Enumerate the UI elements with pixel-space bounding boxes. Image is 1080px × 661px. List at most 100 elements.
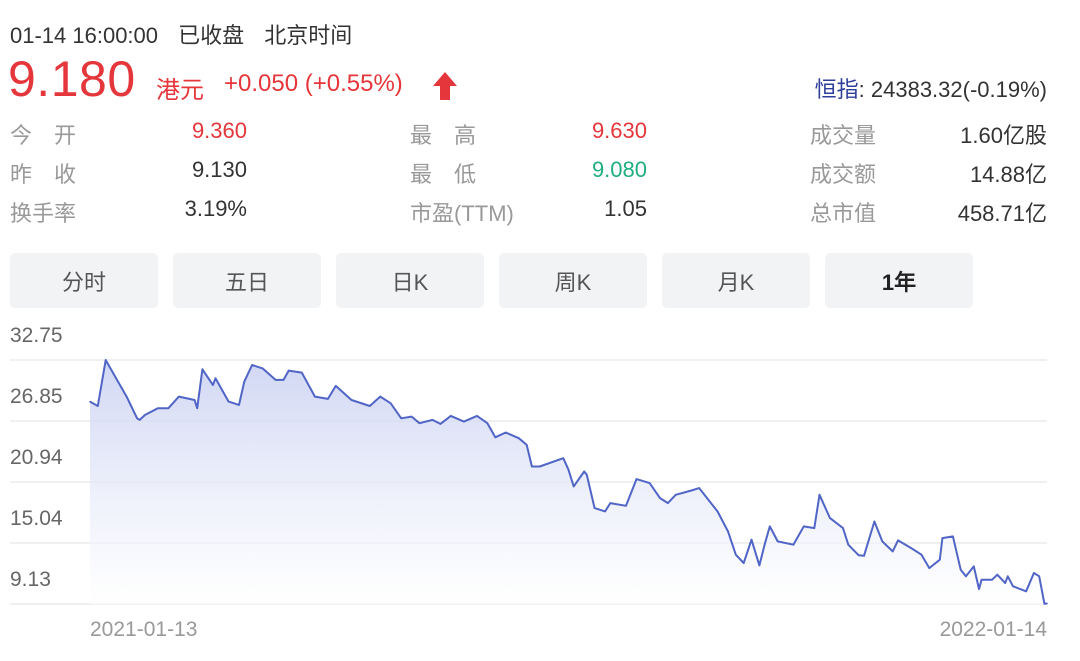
data-point <box>716 510 719 513</box>
index-label[interactable]: 恒指 <box>814 77 859 102</box>
data-point <box>567 469 570 471</box>
stat-label: 最 低 <box>410 162 477 187</box>
data-point <box>593 507 596 509</box>
stat-label: 昨 收 <box>10 162 77 187</box>
data-point <box>261 367 264 370</box>
data-point <box>897 539 899 542</box>
data-point <box>193 399 196 401</box>
data-point <box>227 400 230 403</box>
stat-label: 总市值 <box>810 201 877 226</box>
current-price: 9.180 <box>8 51 136 107</box>
data-point <box>813 527 816 529</box>
data-point <box>282 379 285 381</box>
data-point <box>972 565 975 568</box>
data-point <box>494 436 497 439</box>
data-point <box>609 502 612 504</box>
tab-1[interactable]: 五日 <box>173 253 321 308</box>
data-point <box>379 395 382 398</box>
tab-2[interactable]: 日K <box>336 253 484 308</box>
y-tick-label: 20.94 <box>10 446 63 469</box>
data-point <box>742 562 745 564</box>
price-line <box>89 359 1048 605</box>
data-point <box>389 402 392 405</box>
tab-3[interactable]: 周K <box>499 253 647 308</box>
hang-seng-index[interactable]: 恒指: 24383.32(-0.19%) <box>815 72 1047 104</box>
data-point <box>350 399 353 401</box>
timezone-label: 北京时间 <box>264 23 353 48</box>
tab-4[interactable]: 月K <box>662 253 810 308</box>
data-point <box>938 558 941 561</box>
data-point <box>400 417 402 420</box>
data-point <box>104 359 107 361</box>
data-point <box>1046 602 1048 605</box>
data-point <box>727 530 729 533</box>
y-tick-label: 9.13 <box>10 568 51 591</box>
data-point <box>562 457 565 460</box>
data-point <box>803 525 805 528</box>
data-point <box>476 415 478 417</box>
data-point <box>980 578 983 581</box>
data-point <box>991 578 993 581</box>
data-point <box>463 420 465 423</box>
price-chart <box>10 359 1048 605</box>
price-change: +0.050 (+0.55%) <box>224 70 403 97</box>
data-point <box>583 470 585 473</box>
data-point <box>410 415 413 418</box>
data-point <box>97 405 99 407</box>
index-value: : 24383.32(-0.19%) <box>858 77 1047 102</box>
data-point <box>274 379 277 381</box>
tab-0[interactable]: 分时 <box>10 253 158 308</box>
stat-value: 3.19% <box>184 196 247 221</box>
currency-label: 港元 <box>156 77 204 104</box>
data-point <box>1006 575 1009 578</box>
data-point <box>201 368 204 371</box>
tab-5[interactable]: 1年 <box>825 253 973 308</box>
data-point <box>450 415 452 417</box>
data-point <box>167 407 170 410</box>
data-point <box>667 502 669 504</box>
data-point <box>625 504 627 507</box>
data-point <box>758 564 761 567</box>
data-point <box>525 444 528 446</box>
data-point <box>842 527 844 529</box>
data-point <box>1043 602 1046 605</box>
data-point <box>776 540 779 543</box>
data-point <box>531 465 533 468</box>
data-point <box>486 422 489 425</box>
data-point <box>920 553 923 556</box>
x-tick-label: 2021-01-13 <box>90 618 198 641</box>
data-point <box>1025 590 1027 593</box>
data-point <box>698 487 701 489</box>
quote-time: 01-14 16:00:00 <box>10 23 159 48</box>
stat-label: 今 开 <box>10 123 77 148</box>
data-point <box>792 543 795 546</box>
data-point <box>431 419 434 421</box>
data-point <box>648 482 651 484</box>
price-area <box>90 360 1047 604</box>
data-point <box>996 573 999 576</box>
quote-timestamp: 01-14 16:00:00 已收盘 北京时间 <box>10 18 366 50</box>
data-point <box>674 494 677 496</box>
data-point <box>586 474 588 476</box>
y-tick-label: 15.04 <box>10 507 63 530</box>
data-point <box>1033 572 1035 574</box>
data-point <box>978 588 980 590</box>
data-point <box>965 575 967 578</box>
stat-value: 1.05 <box>604 196 647 221</box>
stat-value: 9.130 <box>191 157 247 182</box>
y-tick-label: 26.85 <box>10 385 63 408</box>
data-point <box>214 377 217 380</box>
data-point <box>115 377 117 380</box>
stat-value: 9.080 <box>591 157 647 182</box>
data-point <box>1038 575 1040 578</box>
data-point <box>847 543 850 546</box>
data-point <box>300 371 303 374</box>
data-point <box>829 517 831 519</box>
x-tick-label: 2022-01-14 <box>939 618 1047 641</box>
data-point <box>941 537 944 539</box>
data-point <box>538 465 541 468</box>
data-point <box>881 540 884 543</box>
stat-value: 14.88亿 <box>969 162 1047 187</box>
data-point <box>928 567 931 569</box>
data-point <box>418 422 421 425</box>
